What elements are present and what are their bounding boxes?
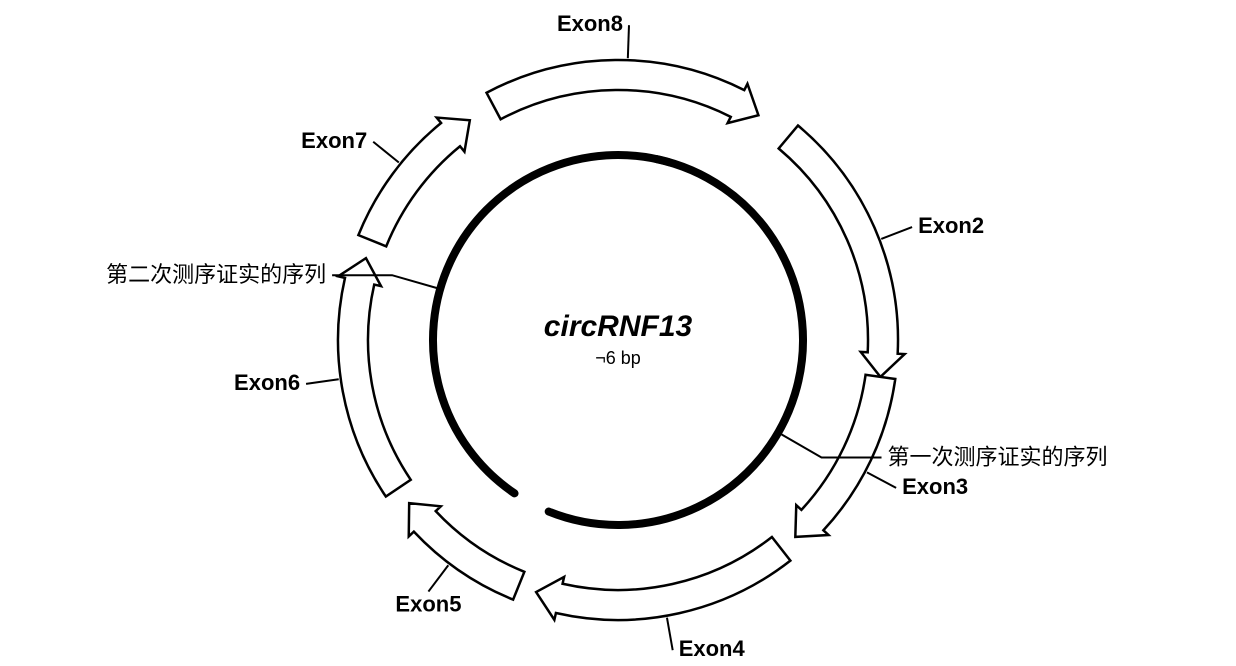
exon6-arrow: Exon6 — [234, 258, 411, 496]
first-seq-label: 第一次测序证实的序列 — [888, 445, 1108, 470]
exon4-leader — [667, 618, 673, 650]
exon2-arrow: Exon2 — [779, 126, 984, 377]
exon4-shape — [536, 537, 790, 620]
exon8-label: Exon8 — [557, 11, 623, 36]
exon3-shape — [795, 375, 895, 537]
exon8-arrow: Exon8 — [487, 11, 759, 123]
center-subtitle: ¬6 bp — [595, 348, 641, 368]
exon7-label: Exon7 — [301, 128, 367, 153]
exon6-shape — [338, 258, 411, 496]
exon2-label: Exon2 — [918, 213, 984, 238]
exon4-label: Exon4 — [679, 636, 746, 661]
exon7-arrow: Exon7 — [301, 118, 470, 247]
exon5-leader — [428, 565, 448, 591]
exon7-shape — [358, 118, 469, 247]
exon5-shape — [409, 503, 525, 599]
exon3-leader — [867, 472, 896, 487]
exon4-arrow: Exon4 — [536, 537, 790, 661]
exon2-leader — [881, 227, 912, 239]
exon5-label: Exon5 — [395, 592, 461, 617]
second-seq-label-group: 第二次测序证实的序列 — [106, 262, 440, 289]
exon8-leader — [628, 25, 629, 58]
second-seq-label: 第二次测序证实的序列 — [106, 262, 326, 287]
center-title: circRNF13 — [544, 310, 693, 343]
exon2-shape — [779, 126, 905, 377]
exon8-shape — [487, 60, 759, 123]
first-seq-label-group: 第一次测序证实的序列 — [778, 433, 1107, 470]
exon7-leader — [373, 142, 399, 163]
exon5-arrow: Exon5 — [395, 503, 524, 616]
exon6-label: Exon6 — [234, 370, 300, 395]
exon3-label: Exon3 — [902, 474, 968, 499]
exon6-leader — [306, 379, 339, 384]
